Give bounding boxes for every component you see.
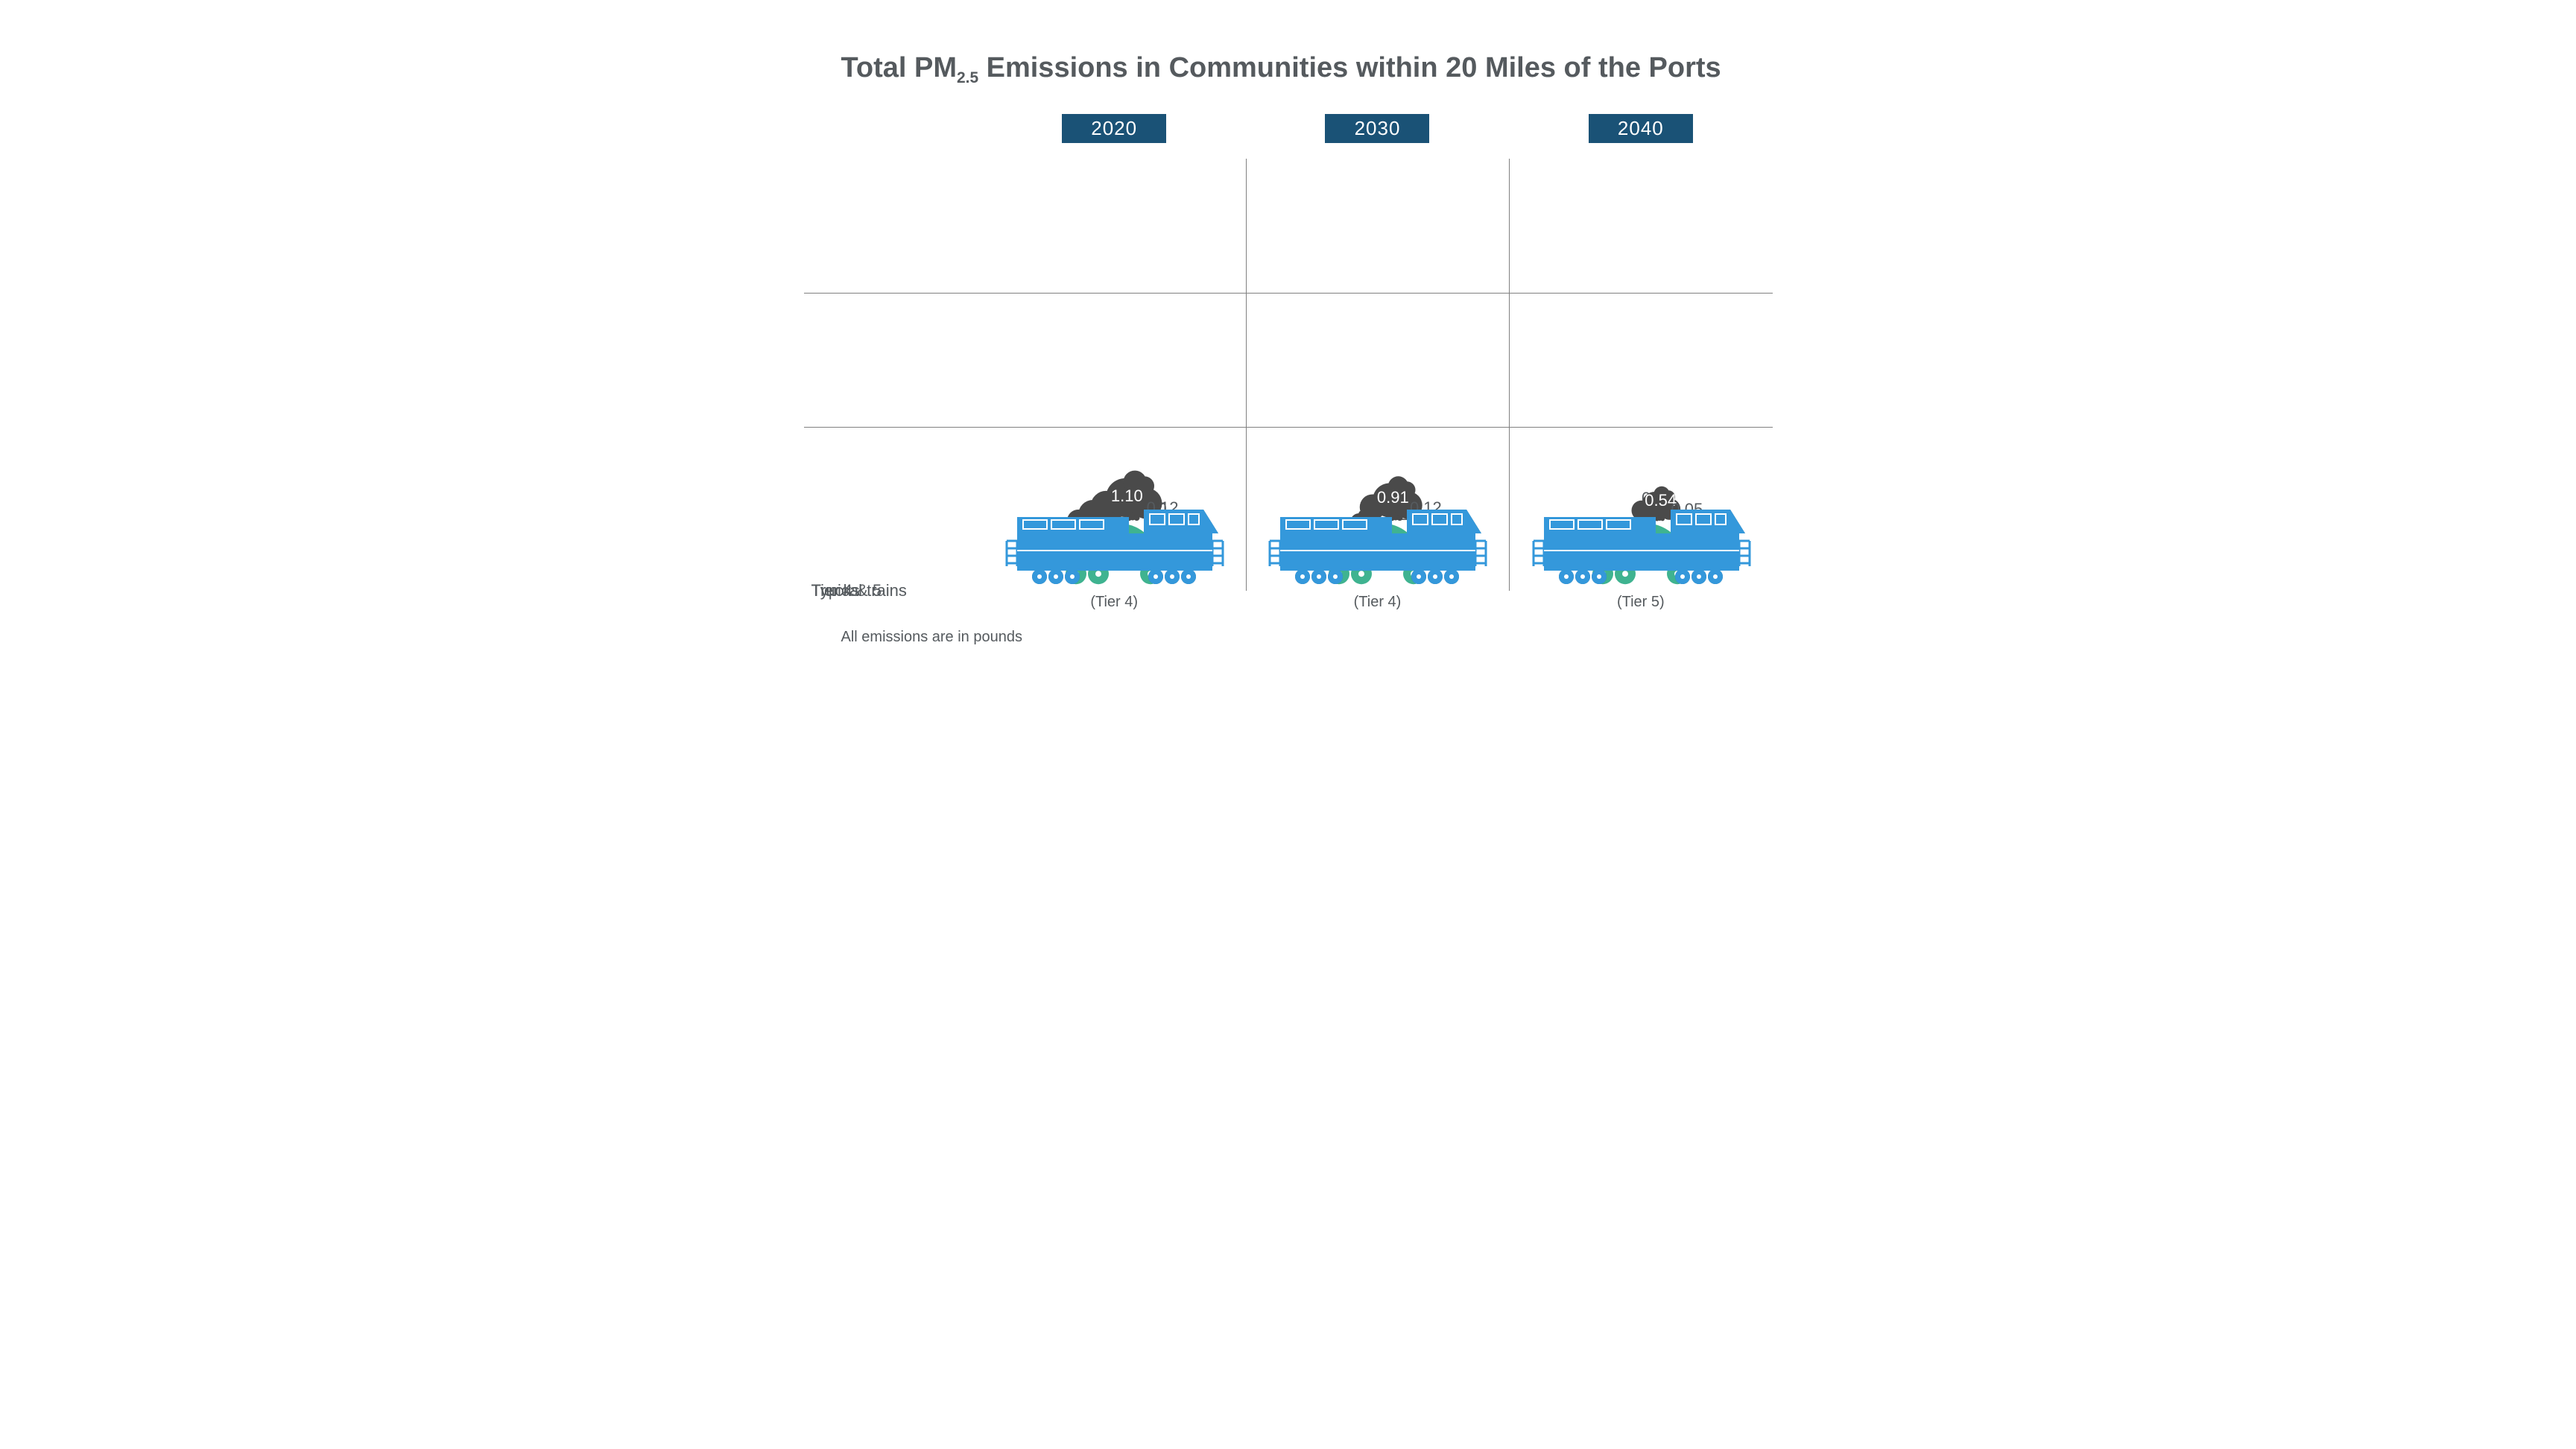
subnote: (Tier 5) (1509, 594, 1772, 611)
title-post: Emissions in Communities within 20 Miles… (978, 52, 1721, 83)
emissions-grid: 2020 2030 2040 Trucks 0.50 (804, 114, 1773, 611)
subnote-cell-2030: (Tier 4) (1246, 591, 1509, 611)
year-cell-2040: 2040 (1509, 114, 1772, 159)
subnote: (Tier 4) (983, 594, 1246, 611)
subnote-cell-2040: (Tier 5) (1509, 591, 1772, 611)
h-divider (804, 427, 1773, 428)
vehicle-wrap (1246, 504, 1509, 586)
footnote: All emissions are in pounds (841, 629, 1773, 646)
row-label: Tier 4 & 5 (811, 581, 882, 600)
header-spacer (804, 114, 983, 159)
title-pre: Total PM (841, 52, 958, 83)
infographic-canvas: Total PM2.5 Emissions in Communities wit… (744, 0, 1832, 691)
page-title: Total PM2.5 Emissions in Communities wit… (841, 52, 1773, 84)
subnote: (Tier 4) (1246, 594, 1509, 611)
emission-value: 1.10 (1111, 486, 1143, 506)
train-icon (1002, 504, 1226, 586)
year-box: 2040 (1589, 114, 1693, 143)
train-icon (1529, 504, 1753, 586)
year-cell-2030: 2030 (1246, 114, 1509, 159)
year-cell-2020: 2020 (983, 114, 1246, 159)
vehicle-wrap (1509, 504, 1772, 586)
year-box: 2020 (1062, 114, 1166, 143)
vehicle-wrap (983, 504, 1246, 586)
title-sub: 2.5 (957, 69, 978, 86)
h-divider (804, 293, 1773, 294)
train-icon (1265, 504, 1489, 586)
subnote-cell-2020: (Tier 4) (983, 591, 1246, 611)
year-box: 2030 (1325, 114, 1429, 143)
